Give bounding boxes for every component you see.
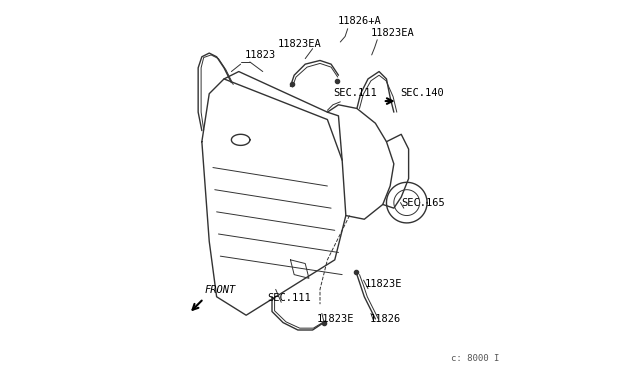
Text: 11823: 11823 <box>244 51 276 61</box>
Text: 11823EA: 11823EA <box>371 28 414 38</box>
Text: 11826+A: 11826+A <box>338 16 381 26</box>
Text: 11826: 11826 <box>370 314 401 324</box>
Text: SEC.111: SEC.111 <box>268 293 311 303</box>
Text: 11823EA: 11823EA <box>278 39 321 49</box>
Text: 11823E: 11823E <box>316 314 354 324</box>
Text: SEC.165: SEC.165 <box>401 198 445 208</box>
Text: FRONT: FRONT <box>205 285 236 295</box>
Text: 11823E: 11823E <box>364 279 402 289</box>
Text: c: 8000 I: c: 8000 I <box>451 354 499 363</box>
Text: SEC.111: SEC.111 <box>333 88 378 98</box>
Text: SEC.140: SEC.140 <box>401 88 444 98</box>
